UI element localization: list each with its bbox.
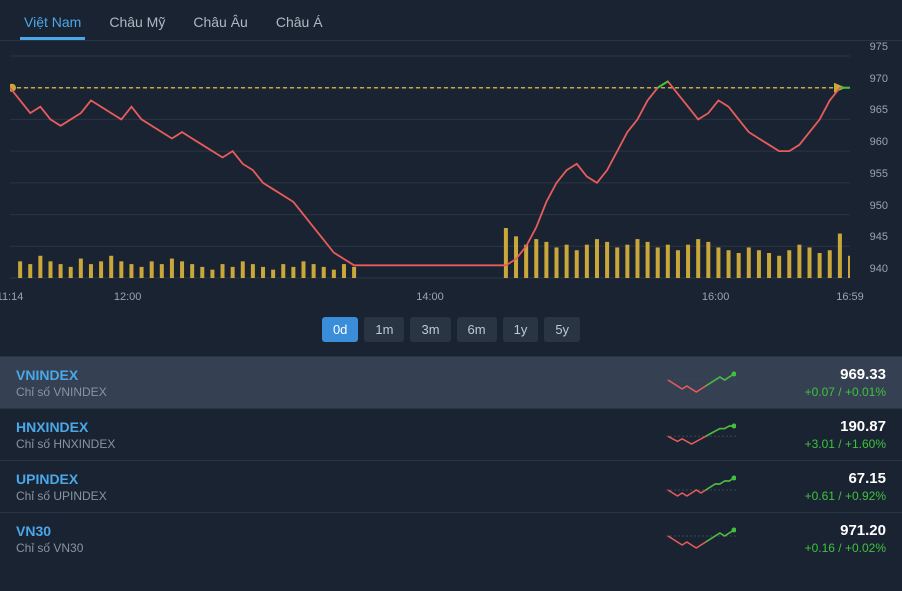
time-range-5y[interactable]: 5y <box>544 317 580 342</box>
y-tick: 960 <box>870 136 888 148</box>
time-range-1m[interactable]: 1m <box>364 317 404 342</box>
y-tick: 975 <box>870 41 888 53</box>
x-tick: 16:59 <box>836 291 864 303</box>
index-subtitle: Chỉ số UPINDEX <box>16 489 646 503</box>
index-subtitle: Chỉ số HNXINDEX <box>16 437 646 451</box>
index-value: 190.87 <box>756 418 886 435</box>
sparkline <box>666 422 736 448</box>
index-value: 67.15 <box>756 470 886 487</box>
index-change: +0.61 / +0.92% <box>756 489 886 503</box>
time-range-selector: 0d1m3m 6m1y5y <box>0 317 902 342</box>
x-axis: 11:1412:0014:0016:0016:59 <box>10 289 850 307</box>
index-change: +3.01 / +1.60% <box>756 437 886 451</box>
sparkline <box>666 474 736 500</box>
y-tick: 965 <box>870 104 888 116</box>
index-list: VNINDEX Chỉ số VNINDEX 969.33 +0.07 / +0.01… <box>0 356 902 564</box>
index-row-hnxindex[interactable]: HNXINDEX Chỉ số HNXINDEX 190.87 +3.01 / +1.… <box>0 408 902 460</box>
index-name: VN30 <box>16 523 646 539</box>
y-tick: 945 <box>870 231 888 243</box>
index-name: HNXINDEX <box>16 419 646 435</box>
sparkline <box>666 526 736 552</box>
time-range-0d[interactable]: 0d <box>322 317 358 342</box>
index-subtitle: Chỉ số VNINDEX <box>16 385 646 399</box>
x-tick: 12:00 <box>114 291 142 303</box>
x-tick: 16:00 <box>702 291 730 303</box>
time-range-6m[interactable]: 6m <box>457 317 497 342</box>
y-tick: 970 <box>870 73 888 85</box>
sparkline <box>666 370 736 396</box>
main-chart: 940945950955960965970975 11:1412:0014:00… <box>10 47 892 307</box>
index-subtitle: Chỉ số VN30 <box>16 541 646 555</box>
x-tick: 14:00 <box>416 291 444 303</box>
tab-2[interactable]: Châu Âu <box>179 8 261 40</box>
index-row-vn30[interactable]: VN30 Chỉ số VN30 971.20 +0.16 / +0.02% <box>0 512 902 564</box>
region-tabs: Việt NamChâu MỹChâu ÂuChâu Á <box>0 0 902 41</box>
tab-0[interactable]: Việt Nam <box>10 8 95 40</box>
index-name: VNINDEX <box>16 367 646 383</box>
index-change: +0.07 / +0.01% <box>756 385 886 399</box>
index-value: 971.20 <box>756 522 886 539</box>
index-change: +0.16 / +0.02% <box>756 541 886 555</box>
index-row-upindex[interactable]: UPINDEX Chỉ số UPINDEX 67.15 +0.61 / +0.92% <box>0 460 902 512</box>
index-row-vnindex[interactable]: VNINDEX Chỉ số VNINDEX 969.33 +0.07 / +0.01… <box>0 356 902 408</box>
tab-1[interactable]: Châu Mỹ <box>95 8 179 40</box>
y-tick: 940 <box>870 263 888 275</box>
time-range-1y[interactable]: 1y <box>503 317 539 342</box>
index-value: 969.33 <box>756 366 886 383</box>
time-range-3m[interactable]: 3m <box>410 317 450 342</box>
y-tick: 955 <box>870 168 888 180</box>
y-tick: 950 <box>870 200 888 212</box>
x-tick: 11:14 <box>0 291 23 303</box>
price-volume-chart <box>10 47 850 287</box>
tab-3[interactable]: Châu Á <box>262 8 337 40</box>
y-axis: 940945950955960965970975 <box>852 47 892 287</box>
index-name: UPINDEX <box>16 471 646 487</box>
